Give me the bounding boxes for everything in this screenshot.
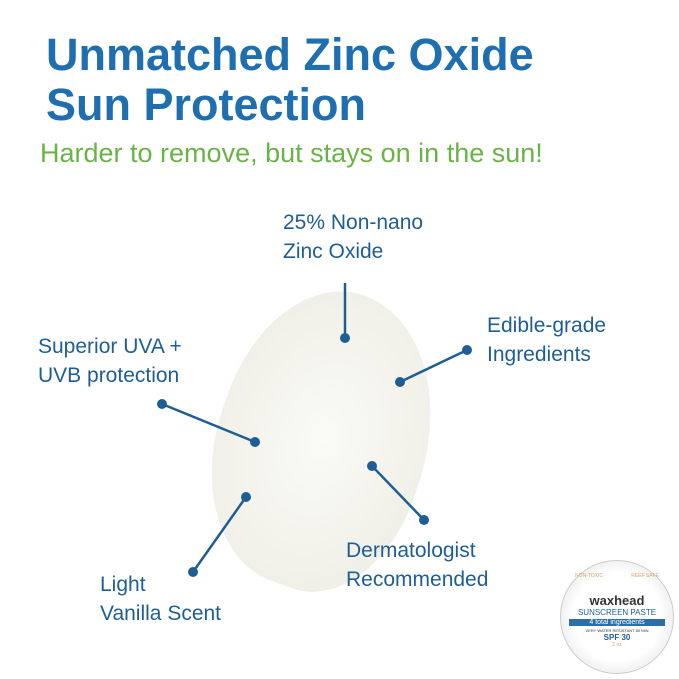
tin-text: NON-TOXIC (575, 573, 603, 579)
headline: Unmatched Zinc Oxide Sun Protection (46, 30, 534, 130)
headline-line-2: Sun Protection (46, 79, 367, 130)
callout-dot (241, 492, 251, 502)
callout-zinc-oxide: 25% Non-nano Zinc Oxide (283, 208, 423, 266)
callout-dot (157, 399, 167, 409)
tin-text: VERY WATER RESISTANT 80 MIN (585, 628, 649, 633)
callout-dot (367, 461, 377, 471)
callout-uva-uvb: Superior UVA + UVB protection (38, 332, 182, 390)
label: 25% Non-nano (283, 211, 424, 234)
tin-text: SUNSCREEN PASTE (577, 608, 657, 617)
brand-logo: waxhead (589, 593, 645, 608)
label: Vanilla Scent (100, 602, 222, 625)
label: Dermatologist (346, 539, 476, 562)
product-tin: NON-TOXIC REEF SAFE waxhead SUNSCREEN PAS… (560, 560, 674, 674)
callout-edible-grade: Edible-grade Ingredients (487, 311, 606, 369)
label: Edible-grade (487, 314, 607, 337)
tin-text: REEF SAFE (631, 573, 659, 579)
tin-text: SPF 30 (603, 633, 631, 642)
callout-dot (250, 437, 260, 447)
headline-line-1: Unmatched Zinc Oxide (46, 29, 534, 80)
tin-band: 4 total ingredients (569, 619, 665, 626)
callout-dermatologist: Dermatologist Recommended (346, 536, 488, 594)
subtitle: Harder to remove, but stays on in the su… (40, 138, 543, 168)
callout-dot (419, 515, 429, 525)
callout-dot (462, 345, 472, 355)
callout-dot (188, 567, 198, 577)
tin-text: 2 oz (612, 642, 622, 648)
label: Zinc Oxide (283, 240, 384, 263)
callout-dot (340, 333, 350, 343)
label: Recommended (346, 568, 489, 591)
label: UVB protection (38, 364, 180, 387)
label: Ingredients (487, 343, 591, 366)
callout-vanilla: Light Vanilla Scent (100, 570, 221, 628)
label: Light (100, 573, 146, 596)
callout-dot (395, 377, 405, 387)
label: Superior UVA + (38, 335, 182, 358)
